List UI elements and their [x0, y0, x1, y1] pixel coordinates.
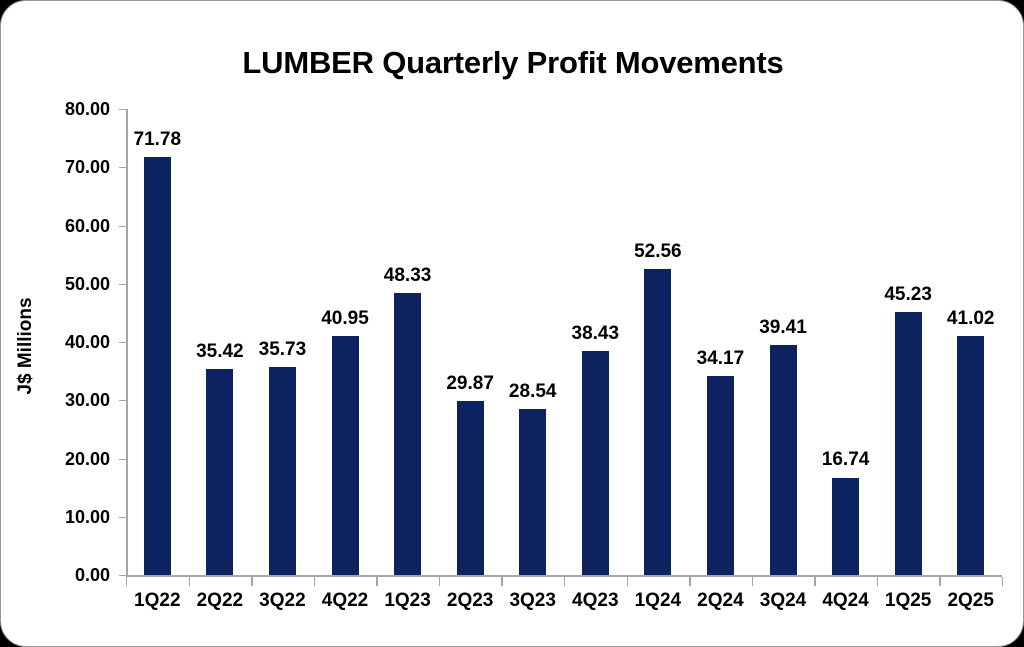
bar[interactable] — [519, 408, 547, 575]
x-axis-category-label: 4Q22 — [321, 590, 369, 611]
x-axis-tick-mark — [376, 577, 378, 586]
y-axis-tick-label: 60.00 — [64, 215, 110, 236]
x-axis-category-label: 1Q25 — [884, 590, 932, 611]
y-axis-tick-mark — [119, 575, 126, 576]
x-axis-tick-mark — [626, 577, 628, 586]
x-axis-tick-mark — [876, 577, 879, 586]
bar[interactable] — [456, 401, 484, 575]
bar[interactable] — [394, 293, 422, 575]
bar[interactable] — [581, 351, 609, 575]
bar-value-label: 45.23 — [884, 283, 932, 305]
bar-value-label: 40.95 — [321, 308, 369, 330]
bar[interactable] — [644, 268, 672, 575]
bar-value-label: 38.43 — [571, 323, 620, 345]
bar-value-label: 16.74 — [821, 449, 870, 471]
chart-title: LUMBER Quarterly Profit Movements — [242, 45, 784, 80]
y-axis-tick-label: 80.00 — [64, 99, 110, 119]
x-axis-tick-mark — [689, 577, 691, 586]
x-axis-category-label: 3Q23 — [509, 590, 556, 611]
y-axis-tick-label: 20.00 — [64, 448, 110, 469]
x-axis-tick-mark — [438, 577, 441, 586]
y-axis-tick-mark — [119, 342, 126, 343]
x-axis-tick-mark — [564, 577, 566, 586]
x-axis-category-label: 4Q24 — [822, 590, 869, 611]
y-axis-tick-label: 40.00 — [64, 332, 110, 352]
x-axis-category-label: 3Q24 — [759, 590, 807, 611]
x-axis-tick-mark — [939, 577, 941, 586]
y-axis-tick-mark — [119, 516, 126, 518]
y-axis-tick-label: 70.00 — [64, 157, 110, 178]
bar-value-label: 41.02 — [946, 308, 995, 330]
bar[interactable] — [331, 336, 359, 575]
bar[interactable] — [206, 368, 234, 575]
x-axis-category-label: 2Q23 — [446, 590, 494, 611]
x-axis-category-label: 3Q22 — [259, 590, 306, 611]
bar-value-label: 52.56 — [634, 240, 682, 262]
y-axis-tick-label: 50.00 — [64, 273, 110, 294]
bar[interactable] — [769, 345, 797, 575]
x-axis-tick-mark — [814, 577, 816, 586]
x-axis-category-label: 1Q23 — [384, 590, 431, 611]
y-axis-line — [126, 109, 128, 576]
y-axis-tick-label: 0.00 — [74, 565, 110, 585]
x-axis-category-label: 2Q25 — [947, 590, 994, 611]
x-axis-tick-mark — [188, 577, 190, 586]
y-axis-tick-mark — [119, 109, 126, 110]
x-axis-tick-mark — [751, 577, 754, 586]
y-axis-tick-mark — [119, 167, 126, 169]
bar[interactable] — [832, 477, 860, 575]
bar[interactable] — [143, 156, 171, 575]
y-axis-tick-mark — [119, 283, 126, 285]
x-axis-tick-mark — [313, 577, 316, 586]
y-axis-tick-mark — [119, 458, 126, 460]
y-axis-tick-label: 30.00 — [64, 390, 110, 411]
y-axis-tick-mark — [119, 225, 126, 227]
y-axis-tick-label: 10.00 — [64, 506, 110, 527]
x-axis-category-label: 1Q24 — [634, 590, 682, 611]
bar[interactable] — [706, 375, 734, 575]
x-axis-category-label: 4Q23 — [572, 590, 619, 611]
bar[interactable] — [894, 311, 922, 575]
bar-value-label: 29.87 — [446, 373, 494, 394]
x-axis-category-label: 2Q24 — [697, 590, 744, 611]
bar[interactable] — [957, 336, 985, 575]
bar[interactable] — [268, 366, 296, 575]
bar-value-label: 39.41 — [759, 317, 807, 339]
bar-value-label: 35.42 — [196, 340, 244, 362]
x-axis-line — [126, 575, 1002, 577]
x-axis-tick-mark — [126, 577, 128, 586]
x-axis-tick-mark — [251, 577, 253, 586]
bar-value-label: 71.78 — [133, 128, 182, 150]
plot-area — [126, 109, 1002, 575]
bar-value-label: 34.17 — [696, 347, 745, 369]
y-axis-tick-mark — [119, 400, 126, 402]
x-axis-category-label: 2Q22 — [196, 590, 244, 611]
bar-value-label: 48.33 — [383, 265, 432, 287]
x-axis-tick-mark — [1002, 577, 1004, 586]
x-axis-category-label: 1Q22 — [134, 590, 181, 611]
x-axis-tick-mark — [501, 577, 503, 586]
bar-value-label: 28.54 — [508, 380, 557, 402]
bar-value-label: 35.73 — [258, 338, 307, 360]
